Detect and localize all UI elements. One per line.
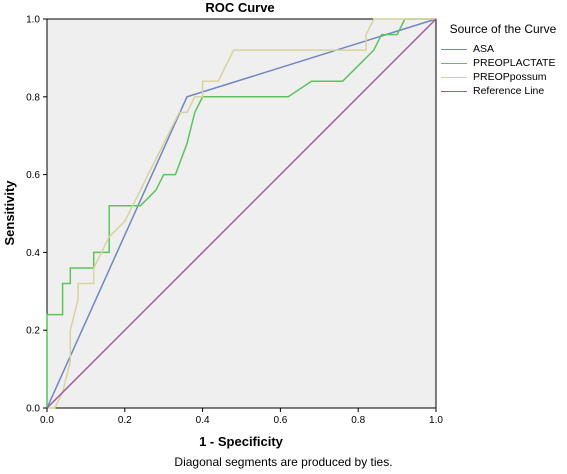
x-tick-label: 0.8 bbox=[351, 415, 365, 426]
series-layer bbox=[46, 18, 437, 409]
legend-swatch bbox=[441, 90, 467, 92]
y-tick-label: 0.0 bbox=[26, 404, 40, 415]
legend-list: ASA PREOPLACTATE PREOPpossum Reference Line bbox=[441, 42, 565, 98]
y-tick-label: 0.4 bbox=[26, 248, 40, 259]
series-line-reference-line bbox=[46, 18, 437, 409]
chart-footnote: Diagonal segments are produced by ties. bbox=[174, 455, 393, 469]
legend-item: Reference Line bbox=[441, 84, 565, 98]
x-tick-label: 0.4 bbox=[196, 415, 210, 426]
x-tick-label: 0.6 bbox=[273, 415, 287, 426]
series-line-asa bbox=[46, 18, 437, 409]
y-tick-label: 0.6 bbox=[26, 170, 40, 181]
legend-item: PREOPLACTATE bbox=[441, 56, 565, 70]
legend-swatch bbox=[441, 76, 467, 78]
legend-swatch bbox=[441, 48, 467, 50]
legend-label: Reference Line bbox=[473, 85, 545, 97]
x-tick-label: 1.0 bbox=[429, 415, 443, 426]
y-axis-label: Sensitivity bbox=[2, 180, 17, 246]
chart-title: ROC Curve bbox=[205, 0, 274, 15]
legend-label: ASA bbox=[473, 43, 495, 55]
legend-title: Source of the Curve bbox=[449, 22, 557, 36]
legend-item: ASA bbox=[441, 42, 565, 56]
legend: Source of the Curve ASA PREOPLACTATE PREOP… bbox=[441, 22, 565, 98]
axis-layer: 0.0 0.2 0.4 0.6 0.8 1.0 0.0 0.2 0.4 0.6 0.8 1.0 bbox=[26, 15, 443, 427]
legend-item: PREOPpossum bbox=[441, 70, 565, 84]
series-line-preoplactate bbox=[46, 18, 436, 408]
y-tick-label: 0.8 bbox=[26, 92, 40, 103]
legend-swatch bbox=[441, 62, 467, 64]
y-tick-label: 1.0 bbox=[26, 15, 40, 26]
x-tick-label: 0.2 bbox=[118, 415, 132, 426]
legend-label: PREOPLACTATE bbox=[473, 57, 556, 69]
y-tick-label: 0.2 bbox=[26, 326, 40, 337]
series-line-preoppossum bbox=[47, 18, 436, 409]
x-axis-label: 1 - Specificity bbox=[199, 434, 284, 449]
legend-label: PREOPpossum bbox=[473, 71, 547, 83]
x-tick-label: 0.0 bbox=[40, 415, 54, 426]
